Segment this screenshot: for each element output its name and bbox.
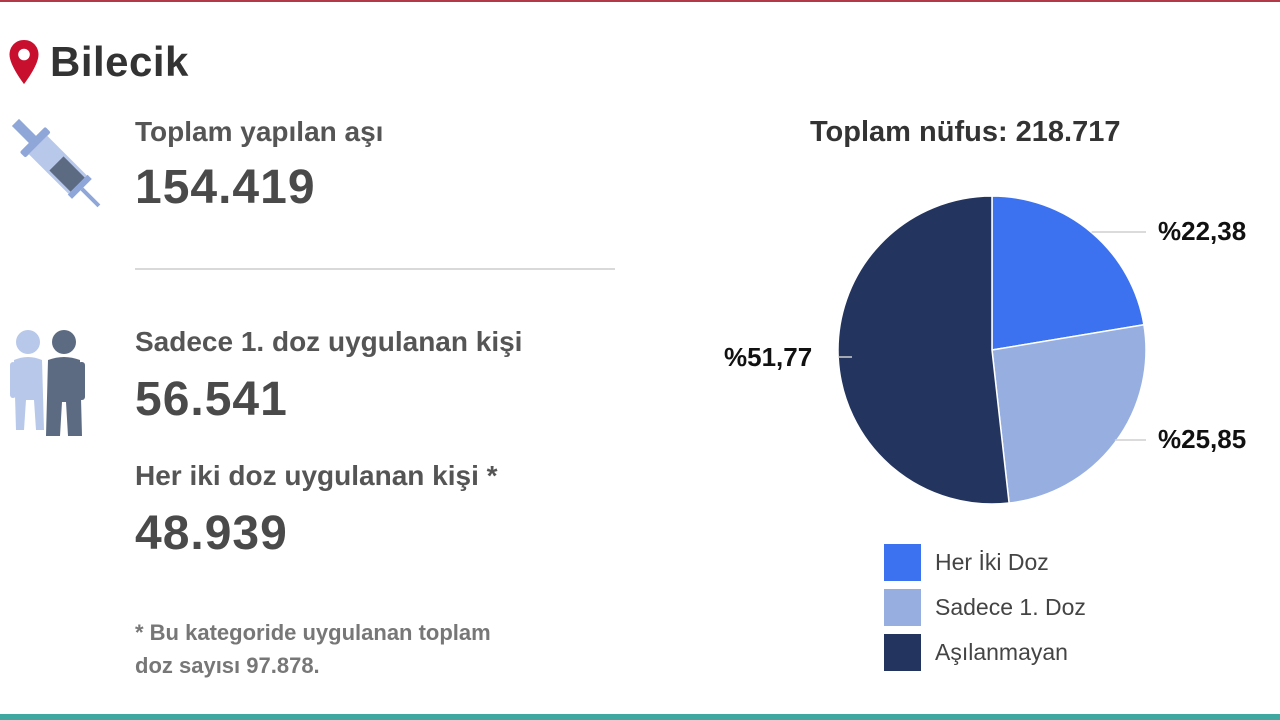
footnote-line-1: * Bu kategoride uygulanan toplam (135, 620, 491, 645)
legend-item-3: Aşılanmayan (884, 634, 1086, 671)
legend-swatch-3 (884, 634, 921, 671)
legend-item-1: Her İki Doz (884, 544, 1086, 581)
legend-item-2: Sadece 1. Doz (884, 589, 1086, 626)
first-dose-value: 56.541 (135, 373, 288, 426)
data-label-2: %25,85 (1158, 424, 1246, 454)
bottom-strip (0, 714, 1280, 720)
pie-slice-2 (991, 323, 1147, 504)
data-label-1: %22,38 (1158, 216, 1246, 246)
legend-label-3: Aşılanmayan (935, 639, 1068, 665)
legend-swatch-2 (884, 589, 921, 626)
pie-slice-3 (837, 195, 1010, 505)
location-pin-icon (9, 40, 39, 84)
both-doses-value: 48.939 (135, 507, 288, 560)
city-name: Bilecik (50, 38, 189, 85)
total-vaccine-label: Toplam yapılan aşı (135, 116, 384, 147)
both-doses-label: Her iki doz uygulanan kişi * (135, 460, 498, 491)
chart-legend: Her İki Doz Sadece 1. Doz Aşılanmayan (884, 544, 1086, 679)
top-rule (0, 0, 1280, 2)
syringe-icon (11, 118, 101, 208)
chart-title: Toplam nüfus: 218.717 (810, 116, 1121, 148)
pie-chart: %22,38 %25,85 %51,77 (724, 195, 1246, 505)
footnote-line-2: doz sayısı 97.878. (135, 653, 320, 678)
total-vaccine-value: 154.419 (135, 161, 316, 214)
header: Bilecik (8, 38, 189, 86)
data-label-3: %51,77 (724, 342, 812, 372)
legend-label-2: Sadece 1. Doz (935, 594, 1086, 620)
pie-slice-1 (991, 195, 1145, 351)
section-divider (135, 268, 615, 270)
people-icon (10, 330, 85, 436)
legend-swatch-1 (884, 544, 921, 581)
first-dose-label: Sadece 1. doz uygulanan kişi (135, 326, 523, 357)
footnote: * Bu kategoride uygulanan toplam doz say… (135, 616, 635, 682)
legend-label-1: Her İki Doz (935, 549, 1049, 575)
